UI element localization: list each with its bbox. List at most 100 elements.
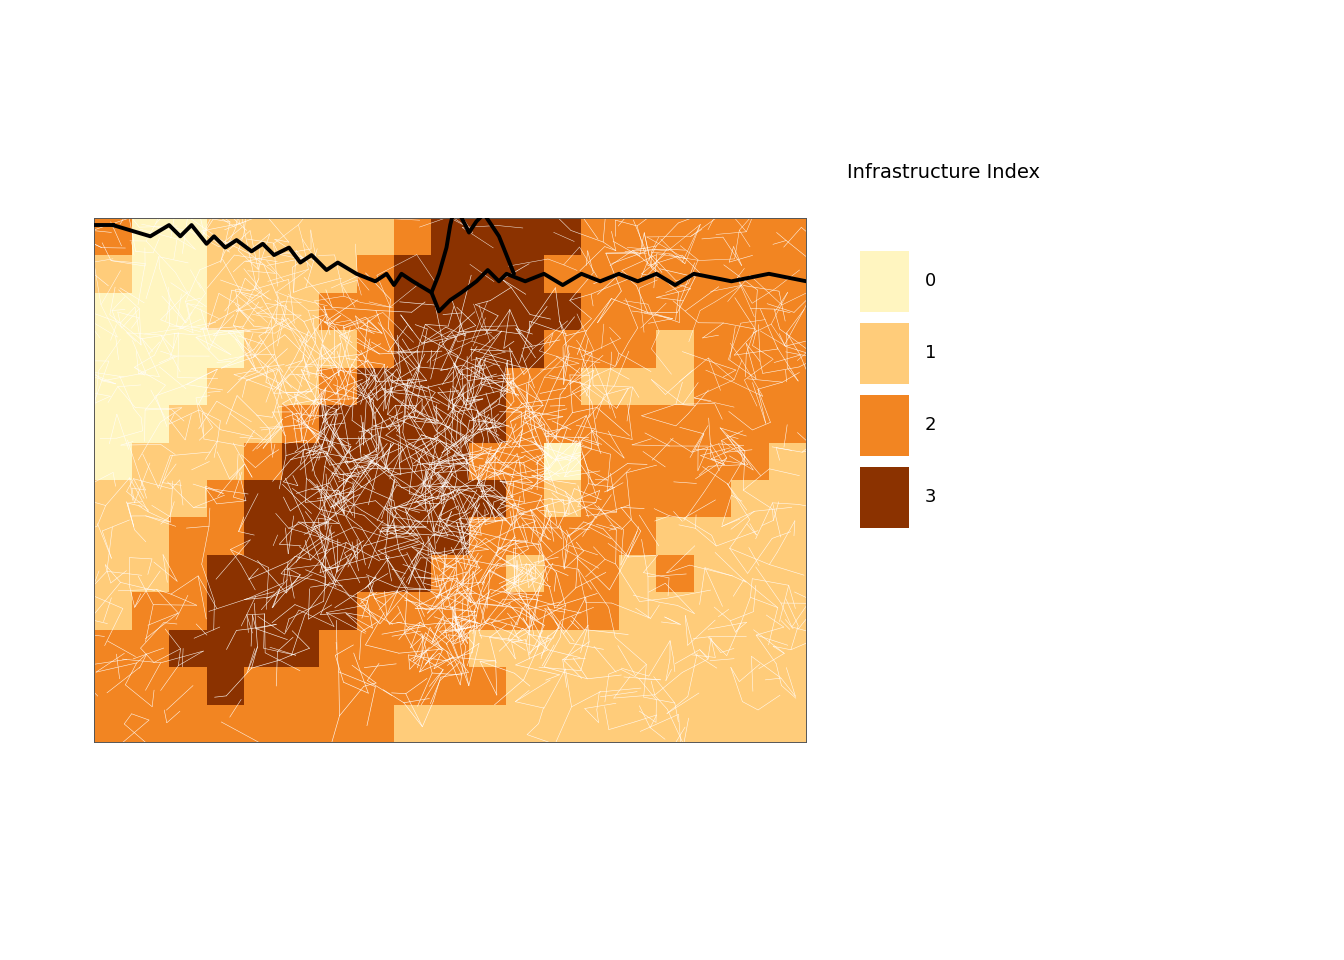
- Bar: [582, 368, 620, 405]
- Bar: [769, 555, 806, 592]
- Bar: [469, 218, 507, 255]
- Bar: [507, 592, 544, 630]
- Bar: [731, 667, 769, 705]
- Bar: [769, 368, 806, 405]
- Bar: [281, 368, 319, 405]
- Bar: [356, 218, 394, 255]
- Bar: [281, 630, 319, 667]
- Bar: [694, 555, 731, 592]
- Bar: [245, 368, 281, 405]
- Bar: [94, 592, 132, 630]
- Bar: [132, 480, 169, 517]
- Bar: [469, 368, 507, 405]
- Bar: [469, 293, 507, 330]
- Bar: [245, 330, 281, 368]
- Bar: [132, 555, 169, 592]
- Bar: [731, 330, 769, 368]
- Bar: [207, 480, 245, 517]
- Bar: [431, 555, 469, 592]
- Bar: [620, 255, 656, 293]
- Bar: [731, 480, 769, 517]
- Bar: [694, 405, 731, 443]
- Bar: [694, 630, 731, 667]
- Bar: [281, 293, 319, 330]
- Bar: [656, 667, 694, 705]
- Bar: [94, 368, 132, 405]
- Bar: [319, 443, 356, 480]
- Bar: [620, 368, 656, 405]
- Bar: [731, 218, 769, 255]
- Bar: [544, 517, 582, 555]
- Bar: [394, 218, 431, 255]
- Bar: [207, 255, 245, 293]
- Bar: [356, 405, 394, 443]
- Bar: [769, 630, 806, 667]
- Bar: [132, 255, 169, 293]
- Bar: [245, 293, 281, 330]
- Bar: [860, 323, 909, 384]
- Bar: [582, 330, 620, 368]
- Bar: [281, 705, 319, 742]
- Bar: [656, 368, 694, 405]
- Bar: [207, 630, 245, 667]
- Bar: [860, 395, 909, 456]
- Bar: [544, 555, 582, 592]
- Bar: [544, 330, 582, 368]
- Bar: [94, 255, 132, 293]
- Bar: [544, 255, 582, 293]
- Bar: [620, 443, 656, 480]
- Bar: [394, 293, 431, 330]
- Bar: [431, 405, 469, 443]
- Bar: [544, 705, 582, 742]
- Bar: [169, 218, 207, 255]
- Bar: [431, 443, 469, 480]
- Bar: [356, 705, 394, 742]
- Bar: [582, 592, 620, 630]
- Bar: [207, 218, 245, 255]
- Bar: [620, 480, 656, 517]
- Bar: [94, 218, 132, 255]
- Bar: [694, 218, 731, 255]
- Bar: [169, 555, 207, 592]
- Bar: [582, 443, 620, 480]
- Bar: [656, 443, 694, 480]
- Bar: [245, 218, 281, 255]
- Bar: [544, 218, 582, 255]
- Bar: [507, 368, 544, 405]
- Bar: [469, 443, 507, 480]
- Bar: [356, 368, 394, 405]
- Bar: [694, 705, 731, 742]
- Bar: [356, 592, 394, 630]
- Bar: [544, 667, 582, 705]
- Bar: [544, 443, 582, 480]
- Bar: [656, 405, 694, 443]
- Bar: [507, 705, 544, 742]
- Bar: [245, 555, 281, 592]
- Bar: [207, 555, 245, 592]
- Bar: [656, 293, 694, 330]
- Bar: [769, 667, 806, 705]
- Text: 0: 0: [925, 273, 935, 290]
- Text: 2: 2: [925, 417, 937, 434]
- Bar: [132, 443, 169, 480]
- Bar: [731, 705, 769, 742]
- Bar: [507, 330, 544, 368]
- Bar: [431, 705, 469, 742]
- Bar: [431, 368, 469, 405]
- Bar: [582, 705, 620, 742]
- Bar: [431, 517, 469, 555]
- Bar: [694, 368, 731, 405]
- Bar: [656, 555, 694, 592]
- Bar: [281, 218, 319, 255]
- Bar: [469, 330, 507, 368]
- Bar: [731, 592, 769, 630]
- Text: Infrastructure Index: Infrastructure Index: [847, 163, 1040, 182]
- Bar: [169, 293, 207, 330]
- Bar: [431, 480, 469, 517]
- Bar: [769, 405, 806, 443]
- Bar: [356, 330, 394, 368]
- Bar: [132, 218, 169, 255]
- Bar: [356, 630, 394, 667]
- Bar: [731, 630, 769, 667]
- Bar: [132, 405, 169, 443]
